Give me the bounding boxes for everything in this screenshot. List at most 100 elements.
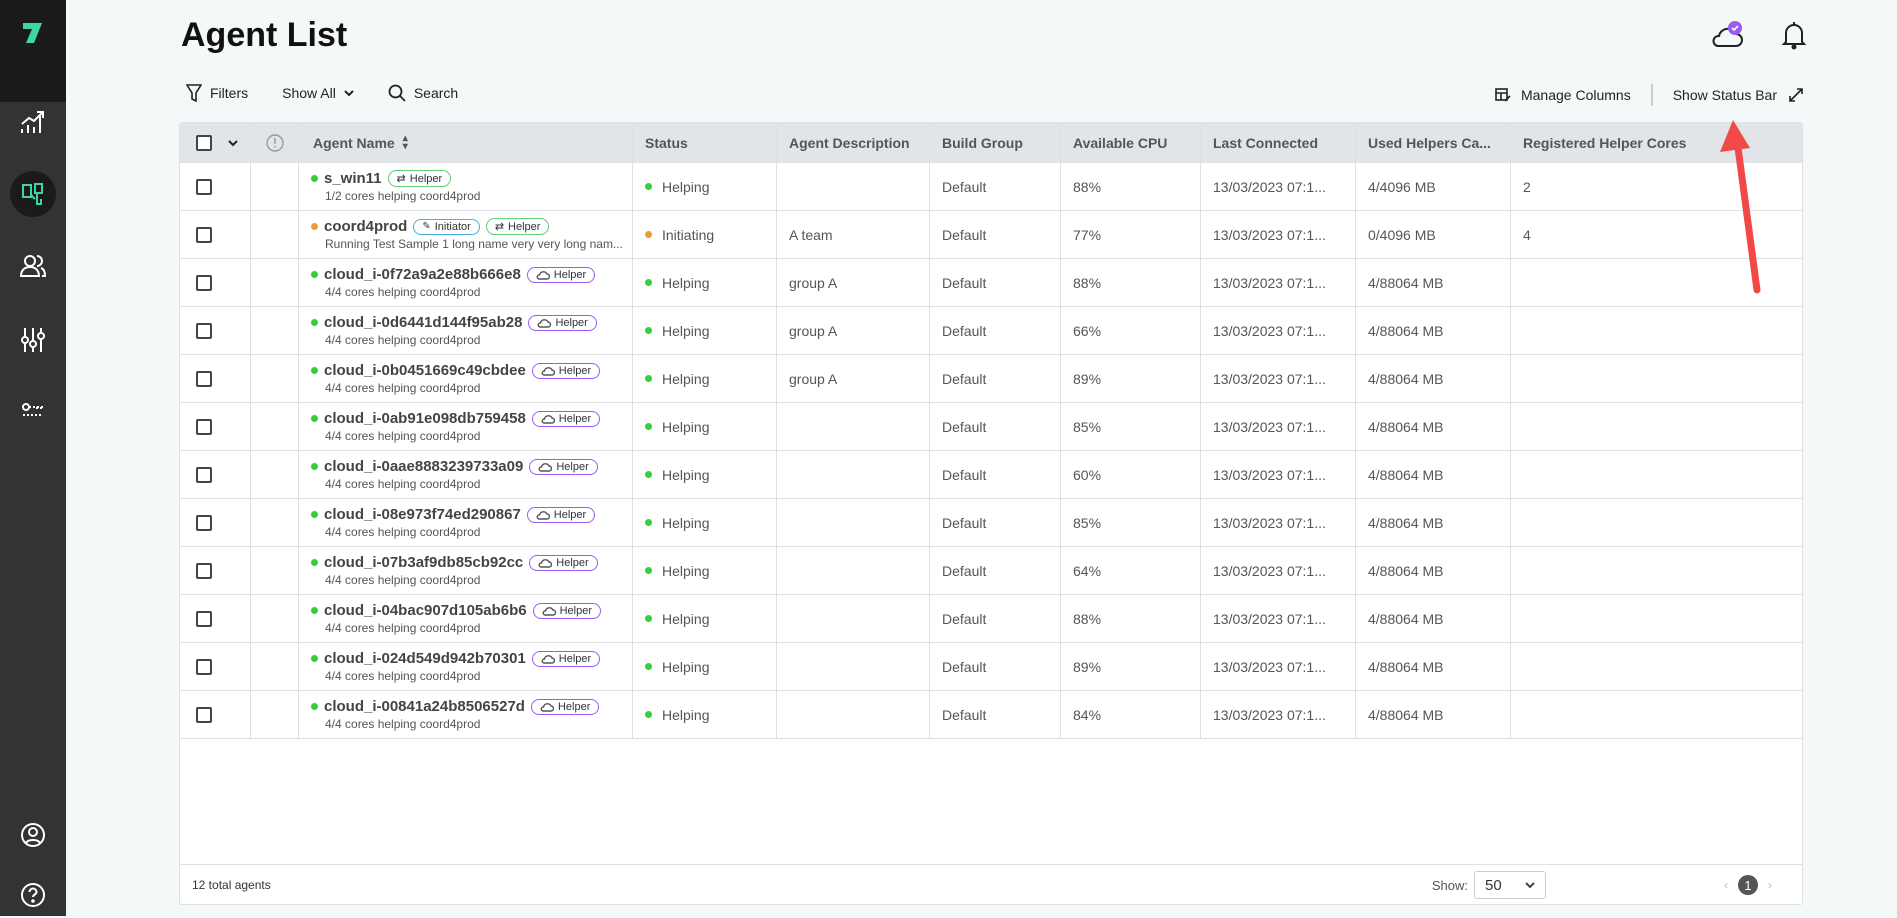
row-checkbox[interactable] <box>196 610 212 627</box>
show-status-bar-button[interactable]: Show Status Bar <box>1673 87 1803 103</box>
column-used-helpers[interactable]: Used Helpers Ca... <box>1356 123 1511 162</box>
table-row[interactable]: cloud_i-0b0451669c49cbdee Helper 4/4 cores… <box>180 355 1802 403</box>
row-checkbox[interactable] <box>196 562 212 579</box>
nav-license[interactable] <box>0 388 66 434</box>
row-checkbox[interactable] <box>196 178 212 195</box>
agent-name[interactable]: cloud_i-00841a24b8506527d <box>324 698 525 715</box>
badge-label: Helper <box>558 412 592 425</box>
table-row[interactable]: cloud_i-08e973f74ed290867 Helper 4/4 cores… <box>180 499 1802 547</box>
table-row[interactable]: cloud_i-07b3af9db85cb92cc Helper 4/4 cores… <box>180 547 1802 595</box>
status-text: Helping <box>662 706 710 723</box>
agent-description <box>777 595 930 642</box>
cloud-status-icon[interactable] <box>1711 20 1745 55</box>
page-size-select[interactable]: 50 <box>1474 871 1546 899</box>
role-badge: Helper <box>531 650 601 667</box>
row-checkbox[interactable] <box>196 658 212 675</box>
select-all-checkbox[interactable] <box>196 134 212 151</box>
agent-name[interactable]: cloud_i-0d6441d144f95ab28 <box>324 314 523 331</box>
status-dot <box>311 511 318 518</box>
agent-description <box>777 163 930 210</box>
column-description[interactable]: Agent Description <box>777 123 930 162</box>
column-status[interactable]: Status <box>633 123 777 162</box>
column-registered-cores[interactable]: Registered Helper Cores <box>1523 134 1687 151</box>
pin-icon: ✎ <box>422 221 431 232</box>
status-dot <box>311 463 318 470</box>
table-row[interactable]: cloud_i-0f72a9a2e88b666e8 Helper 4/4 cores… <box>180 259 1802 307</box>
prev-page-button[interactable]: ‹ <box>1724 878 1728 892</box>
notifications-bell-icon[interactable] <box>1781 20 1807 55</box>
row-checkbox[interactable] <box>196 274 212 291</box>
nav-profile[interactable] <box>0 812 66 858</box>
nav-users[interactable] <box>0 243 66 289</box>
table-row[interactable]: cloud_i-00841a24b8506527d Helper 4/4 cores… <box>180 691 1802 739</box>
row-checkbox[interactable] <box>196 226 212 243</box>
row-checkbox[interactable] <box>196 370 212 387</box>
show-all-dropdown[interactable]: Show All <box>282 85 354 101</box>
row-checkbox[interactable] <box>196 466 212 483</box>
registered-helper-cores <box>1511 307 1802 354</box>
status-dot <box>645 663 652 670</box>
agent-description <box>777 403 930 450</box>
status-text: Helping <box>662 178 710 195</box>
badge-label: Helper <box>508 220 541 233</box>
table-row[interactable]: cloud_i-0aae8883239733a09 Helper 4/4 cores… <box>180 451 1802 499</box>
used-helpers-capacity: 4/88064 MB <box>1356 451 1511 498</box>
agent-subtitle: Running Test Sample 1 long name very ver… <box>325 237 623 251</box>
agent-name[interactable]: cloud_i-0f72a9a2e88b666e8 <box>324 266 521 283</box>
row-checkbox[interactable] <box>196 418 212 435</box>
agent-name[interactable]: cloud_i-0aae8883239733a09 <box>324 458 524 475</box>
agent-name[interactable]: cloud_i-08e973f74ed290867 <box>324 506 521 523</box>
search-button[interactable]: Search <box>388 84 458 102</box>
table-row[interactable]: s_win11 ⇄ Helper 1/2 cores helping coord4pr… <box>180 163 1802 211</box>
column-agent-name[interactable]: Agent Name ▴ ▾ <box>299 123 633 162</box>
status-dot <box>645 327 652 334</box>
available-cpu: 85% <box>1061 499 1201 546</box>
table-row[interactable]: cloud_i-024d549d942b70301 Helper 4/4 cores… <box>180 643 1802 691</box>
agent-name[interactable]: s_win11 <box>324 170 382 187</box>
build-group: Default <box>930 595 1061 642</box>
agent-name[interactable]: cloud_i-024d549d942b70301 <box>324 650 526 667</box>
cloud-icon <box>536 511 550 520</box>
agent-name[interactable]: cloud_i-0ab91e098db759458 <box>324 410 526 427</box>
agent-name[interactable]: cloud_i-07b3af9db85cb92cc <box>324 554 524 571</box>
badge-label: Helper <box>409 172 443 185</box>
column-build-group[interactable]: Build Group <box>930 123 1061 162</box>
role-badge: Helper <box>529 554 598 571</box>
registered-helper-cores: 4 <box>1523 226 1531 243</box>
build-group: Default <box>930 211 1061 258</box>
nav-help[interactable] <box>0 872 66 918</box>
help-icon <box>10 872 56 918</box>
agent-name[interactable]: cloud_i-04bac907d105ab6b6 <box>324 602 527 619</box>
role-badge: Helper <box>531 362 601 379</box>
agent-name[interactable]: coord4prod <box>324 218 408 235</box>
table-row[interactable]: cloud_i-0d6441d144f95ab28 Helper 4/4 cores… <box>180 307 1802 355</box>
column-last-connected[interactable]: Last Connected <box>1201 123 1356 162</box>
status-dot <box>311 367 318 374</box>
row-checkbox[interactable] <box>196 706 212 723</box>
badge-label: Helper <box>553 508 587 521</box>
row-checkbox[interactable] <box>196 322 212 339</box>
divider <box>1650 84 1653 106</box>
column-available-cpu[interactable]: Available CPU <box>1061 123 1201 162</box>
nav-settings[interactable] <box>0 316 66 362</box>
page-1-button[interactable]: 1 <box>1738 875 1758 895</box>
table-row[interactable]: cloud_i-0ab91e098db759458 Helper 4/4 cores… <box>180 403 1802 451</box>
role-badge: Helper <box>526 266 596 283</box>
sort-icon[interactable]: ▴ ▾ <box>402 132 408 152</box>
search-icon <box>388 84 406 102</box>
nav-agents[interactable] <box>0 171 66 217</box>
users-icon <box>10 243 56 289</box>
agent-name[interactable]: cloud_i-0b0451669c49cbdee <box>324 362 526 379</box>
row-checkbox[interactable] <box>196 514 212 531</box>
table-row[interactable]: coord4prod ✎ Initiator ⇄ Helper Running Test … <box>180 211 1802 259</box>
next-page-button[interactable]: › <box>1768 878 1772 892</box>
nav-analytics[interactable] <box>0 99 66 145</box>
role-badge: ⇄ Helper <box>387 170 452 187</box>
filters-button[interactable]: Filters <box>186 84 248 102</box>
agent-subtitle: 4/4 cores helping coord4prod <box>325 525 481 539</box>
app-logo[interactable] <box>0 0 66 102</box>
status-dot <box>645 567 652 574</box>
chevron-down-icon[interactable] <box>228 139 238 147</box>
table-row[interactable]: cloud_i-04bac907d105ab6b6 Helper 4/4 cores… <box>180 595 1802 643</box>
manage-columns-button[interactable]: Manage Columns <box>1495 87 1631 103</box>
